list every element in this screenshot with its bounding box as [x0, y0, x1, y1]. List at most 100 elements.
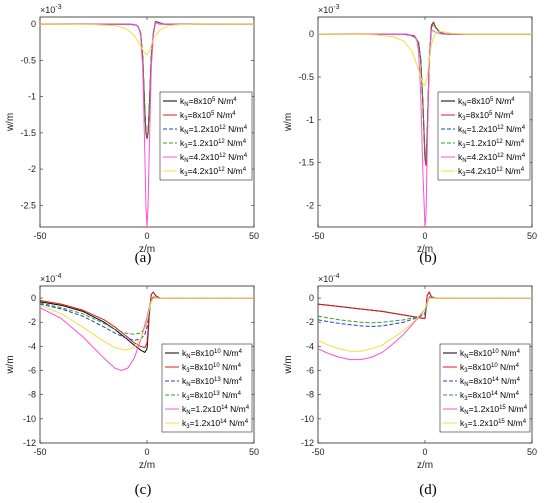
series-group	[318, 291, 532, 361]
series-line-4	[40, 22, 254, 227]
legend-entry: kN=8x1014 N/m4	[460, 376, 521, 388]
series-group	[318, 21, 532, 227]
y-tick-label: -0.5	[298, 72, 314, 82]
series-line-3	[318, 23, 532, 161]
panel-caption: (c)	[135, 482, 152, 498]
x-axis-label: z/m	[417, 460, 433, 471]
y-tick-label: -0.5	[20, 55, 36, 65]
legend-entry: k3=1.2x1014 N/m4	[182, 418, 249, 430]
series-line-1	[40, 291, 254, 349]
y-tick-label: -6	[306, 366, 314, 376]
y-tick-label: 0	[31, 293, 36, 303]
y-tick-label: -1.5	[298, 158, 314, 168]
y-tick-label: -2.5	[20, 200, 36, 210]
legend: kN=8x105 N/m4 k3=8x105 N/m4 kN=1.2x1012 N/…	[159, 91, 253, 181]
x-tick-label: 50	[249, 447, 259, 457]
y-tick-label: -1	[28, 92, 36, 102]
x-tick-label: 0	[144, 447, 149, 457]
legend-entry: k3=8x1010 N/m4	[182, 362, 242, 374]
x-axis-label: z/m	[417, 244, 433, 255]
series-line-3	[40, 296, 254, 335]
series-line-5	[40, 23, 254, 56]
x-tick-label: 0	[422, 231, 427, 241]
y-tick-label: -10	[23, 414, 36, 424]
legend-entry: kN=4.2x1012 N/m4	[180, 152, 248, 164]
legend-entry: kN=8x1013 N/m4	[182, 376, 243, 388]
y-tick-label: 0	[309, 29, 314, 39]
y-tick-label: -2	[306, 201, 314, 211]
legend-entry: k3=8x1010 N/m4	[460, 362, 520, 374]
legend-entry: kN=8x1010 N/m4	[182, 348, 243, 360]
legend-entry: kN=8x105 N/m4	[180, 96, 237, 108]
y-tick-label: -6	[28, 366, 36, 376]
series-group	[40, 20, 254, 227]
y-axis-label: w/m	[283, 355, 294, 374]
y-tick-label: -2	[306, 317, 314, 327]
y-exponent-label: ×10-3	[40, 4, 62, 15]
legend-entry: k3=8x1014 N/m4	[460, 390, 520, 402]
y-tick-label: 0	[31, 19, 36, 29]
x-tick-label: 0	[144, 231, 149, 241]
x-tick-label: 50	[527, 231, 537, 241]
panel-caption: (b)	[419, 250, 437, 266]
series-line-1	[318, 291, 532, 320]
legend-entry: k3=8x105 N/m4	[180, 110, 236, 122]
x-tick-label: -50	[33, 447, 46, 457]
legend-entry: kN=1.2x1015 N/m4	[460, 404, 528, 416]
x-tick-label: -50	[311, 231, 324, 241]
series-line-5	[318, 31, 532, 87]
y-tick-label: -4	[28, 341, 36, 351]
legend-entry: kN=8x1010 N/m4	[460, 348, 521, 360]
chart-panel-2: 0 -2 -4 -6 -8 -10 -12-50 0 50 ×10-4 z/m w/m kN=8x101…	[5, 273, 259, 498]
legend: kN=8x1010 N/m4 k3=8x1010 N/m4 kN=8x1014 N/…	[439, 343, 531, 433]
x-tick-label: 50	[249, 231, 259, 241]
legend-entry: k3=8x1013 N/m4	[182, 390, 242, 402]
chart-panel-1: 0 -0.5 -1 -1.5 -2 -50 0 50 ×10-3 z/m w/m kN=8x105 N…	[283, 4, 537, 266]
series-line-5	[318, 297, 532, 352]
legend-entry: kN=1.2x1012 N/m4	[458, 124, 526, 136]
y-exponent-label: ×10-3	[318, 4, 340, 15]
legend-entry: kN=8x105 N/m4	[458, 96, 515, 108]
legend-box	[437, 91, 531, 181]
panel-caption: (a)	[135, 250, 152, 266]
y-tick-label: -1.5	[20, 128, 36, 138]
legend-entry: k3=8x105 N/m4	[458, 110, 514, 122]
series-line-5	[40, 297, 254, 351]
chart-panel-3: 0 -2 -4 -6 -8 -10 -12-50 0 50 ×10-4 z/m w/m kN=8x101…	[283, 273, 537, 498]
y-axis-label: w/m	[5, 355, 16, 374]
series-line-4	[318, 29, 532, 227]
legend-box	[161, 343, 253, 433]
x-tick-label: -50	[33, 231, 46, 241]
y-tick-label: 0	[309, 293, 314, 303]
chart-panel-0: 0 -0.5 -1 -1.5 -2 -2.5 -50 0 50 ×10-3 z/m w/m kN=8x1…	[5, 4, 259, 266]
y-tick-label: -12	[301, 438, 314, 448]
y-tick-label: -8	[306, 390, 314, 400]
legend-entry: kN=4.2x1012 N/m4	[458, 152, 526, 164]
panel-caption: (d)	[419, 482, 437, 498]
y-tick-label: -1	[306, 115, 314, 125]
legend-entry: k3=1.2x1012 N/m4	[458, 138, 525, 150]
legend-entry: k3=4.2x1012 N/m4	[458, 166, 525, 178]
y-tick-label: -4	[306, 341, 314, 351]
legend-entry: k3=1.2x1015 N/m4	[460, 418, 527, 430]
y-exponent-label: ×10-4	[318, 273, 340, 284]
x-tick-label: -50	[311, 447, 324, 457]
x-axis-label: z/m	[139, 244, 155, 255]
legend: kN=8x105 N/m4 k3=8x105 N/m4 kN=1.2x1012 N/…	[437, 91, 531, 181]
y-exponent-label: ×10-4	[40, 273, 62, 284]
legend: kN=8x1010 N/m4 k3=8x1010 N/m4 kN=8x1013 N/…	[161, 343, 253, 433]
legend-entry: kN=1.2x1012 N/m4	[180, 124, 248, 136]
x-tick-label: 50	[527, 447, 537, 457]
y-axis-label: w/m	[283, 113, 294, 132]
y-tick-label: -2	[28, 317, 36, 327]
legend-entry: k3=1.2x1012 N/m4	[180, 138, 247, 150]
y-tick-label: -8	[28, 390, 36, 400]
legend-entry: kN=1.2x1014 N/m4	[182, 404, 250, 416]
legend-entry: k3=4.2x1012 N/m4	[180, 166, 247, 178]
series-group	[40, 291, 254, 372]
legend-box	[439, 343, 531, 433]
legend-box	[159, 91, 253, 181]
y-tick-label: -12	[23, 438, 36, 448]
y-axis-label: w/m	[5, 113, 16, 132]
